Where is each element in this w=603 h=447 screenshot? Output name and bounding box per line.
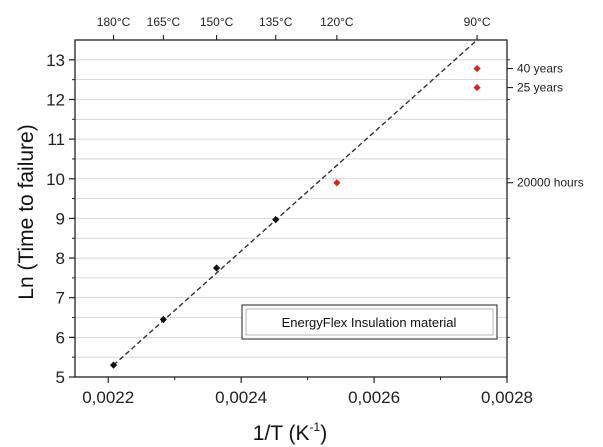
x-tick-label: 0,0024 — [215, 388, 267, 407]
y-tick-label: 5 — [56, 368, 65, 387]
data-point — [272, 216, 280, 224]
data-point — [159, 315, 167, 324]
right-time-axis: 20000 hours 25 years 40 years — [507, 59, 584, 338]
x-axis-title: 1/T (K-1) — [253, 420, 327, 445]
top-tick-label: 90°C — [464, 15, 491, 29]
x-tick-label: 0,0026 — [348, 388, 400, 407]
x-axis-title-superscript: -1 — [310, 420, 321, 434]
fit-line — [113, 39, 478, 366]
top-tick-label: 120°C — [320, 15, 354, 29]
y-tick-label: 11 — [47, 130, 65, 149]
right-tick-label: 25 years — [517, 81, 563, 95]
y-axis-title: Ln (Time to failure) — [15, 124, 38, 299]
data-point — [212, 264, 221, 272]
right-tick-label: 20000 hours — [517, 176, 584, 190]
y-tick-label: 12 — [46, 90, 65, 109]
top-tick-label: 135°C — [259, 15, 293, 29]
y-tick-label: 9 — [56, 209, 65, 228]
y-tick-label: 6 — [56, 328, 65, 347]
x-tick-label: 0,0028 — [481, 388, 533, 407]
y-tick-label: 7 — [56, 289, 65, 308]
annotation-text: EnergyFlex Insulation material — [282, 315, 457, 330]
top-tick-label: 180°C — [97, 15, 131, 29]
fit-line-group — [113, 39, 478, 366]
y-tick-label: 10 — [46, 170, 65, 189]
data-point — [333, 179, 341, 187]
x-tick-label: 0,0022 — [82, 388, 134, 407]
x-axis-title-close: ) — [320, 422, 327, 445]
data-point — [473, 83, 481, 92]
right-tick-label: 40 years — [517, 62, 563, 76]
y-tick-label: 13 — [46, 51, 65, 70]
data-point — [109, 361, 118, 369]
top-tick-label: 165°C — [147, 15, 181, 29]
top-tick-label: 150°C — [200, 15, 234, 29]
top-temperature-axis: 180°C 165°C 150°C 135°C 120°C 90°C — [97, 15, 491, 40]
data-point — [473, 64, 481, 73]
y-axis: 5 6 7 8 9 10 11 12 13 — [46, 51, 75, 387]
x-axis: 0,0022 0,0024 0,0026 0,0028 — [82, 377, 533, 407]
x-axis-title-main: 1/T (K — [253, 422, 310, 445]
grid-lines — [75, 59, 507, 358]
data-points — [109, 64, 481, 369]
plot-frame — [74, 39, 508, 378]
legend-box: EnergyFlex Insulation material — [241, 304, 498, 340]
y-tick-label: 8 — [56, 249, 65, 268]
